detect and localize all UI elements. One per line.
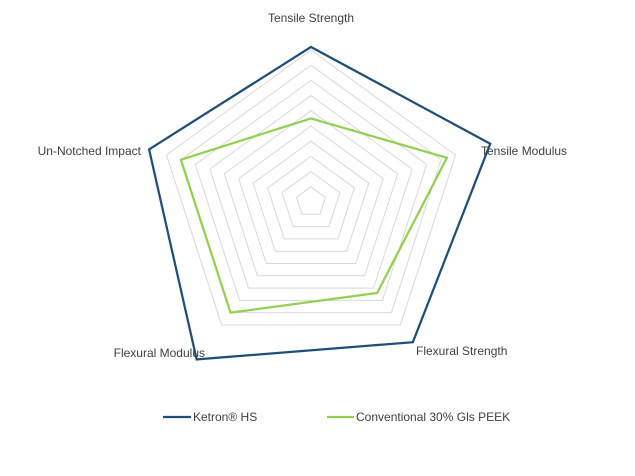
radar-series — [147, 45, 492, 361]
grid-ring-7 — [209, 94, 413, 289]
legend-label-1: Ketron® HS — [193, 410, 257, 424]
grid-ring-8 — [194, 79, 428, 301]
axis-labels: Tensile Strength Tensile Modulus Flexural … — [38, 11, 567, 360]
legend: Ketron® HS Conventional 30% Gls PEEK — [163, 410, 510, 424]
radar-grid — [165, 49, 457, 326]
axis-label-tensile-modulus: Tensile Modulus — [481, 144, 567, 158]
axis-label-flexural-modulus: Flexural Modulus — [114, 346, 205, 360]
grid-ring-5 — [238, 125, 384, 264]
axis-label-flexural-strength: Flexural Strength — [416, 344, 507, 358]
grid-ring-1 — [295, 186, 327, 215]
grid-ring-9 — [180, 64, 442, 314]
grid-ring-10 — [165, 49, 457, 326]
grid-ring-6 — [223, 110, 399, 277]
grid-ring-3 — [267, 155, 355, 240]
axis-label-un-notched-impact: Un-Notched Impact — [38, 144, 142, 158]
series-line-2 — [179, 117, 449, 314]
grid-ring-4 — [252, 140, 370, 252]
legend-label-2: Conventional 30% Gls PEEK — [356, 410, 510, 424]
axis-label-tensile-strength: Tensile Strength — [268, 11, 354, 25]
grid-ring-2 — [281, 170, 341, 228]
series-line-1 — [147, 45, 492, 361]
